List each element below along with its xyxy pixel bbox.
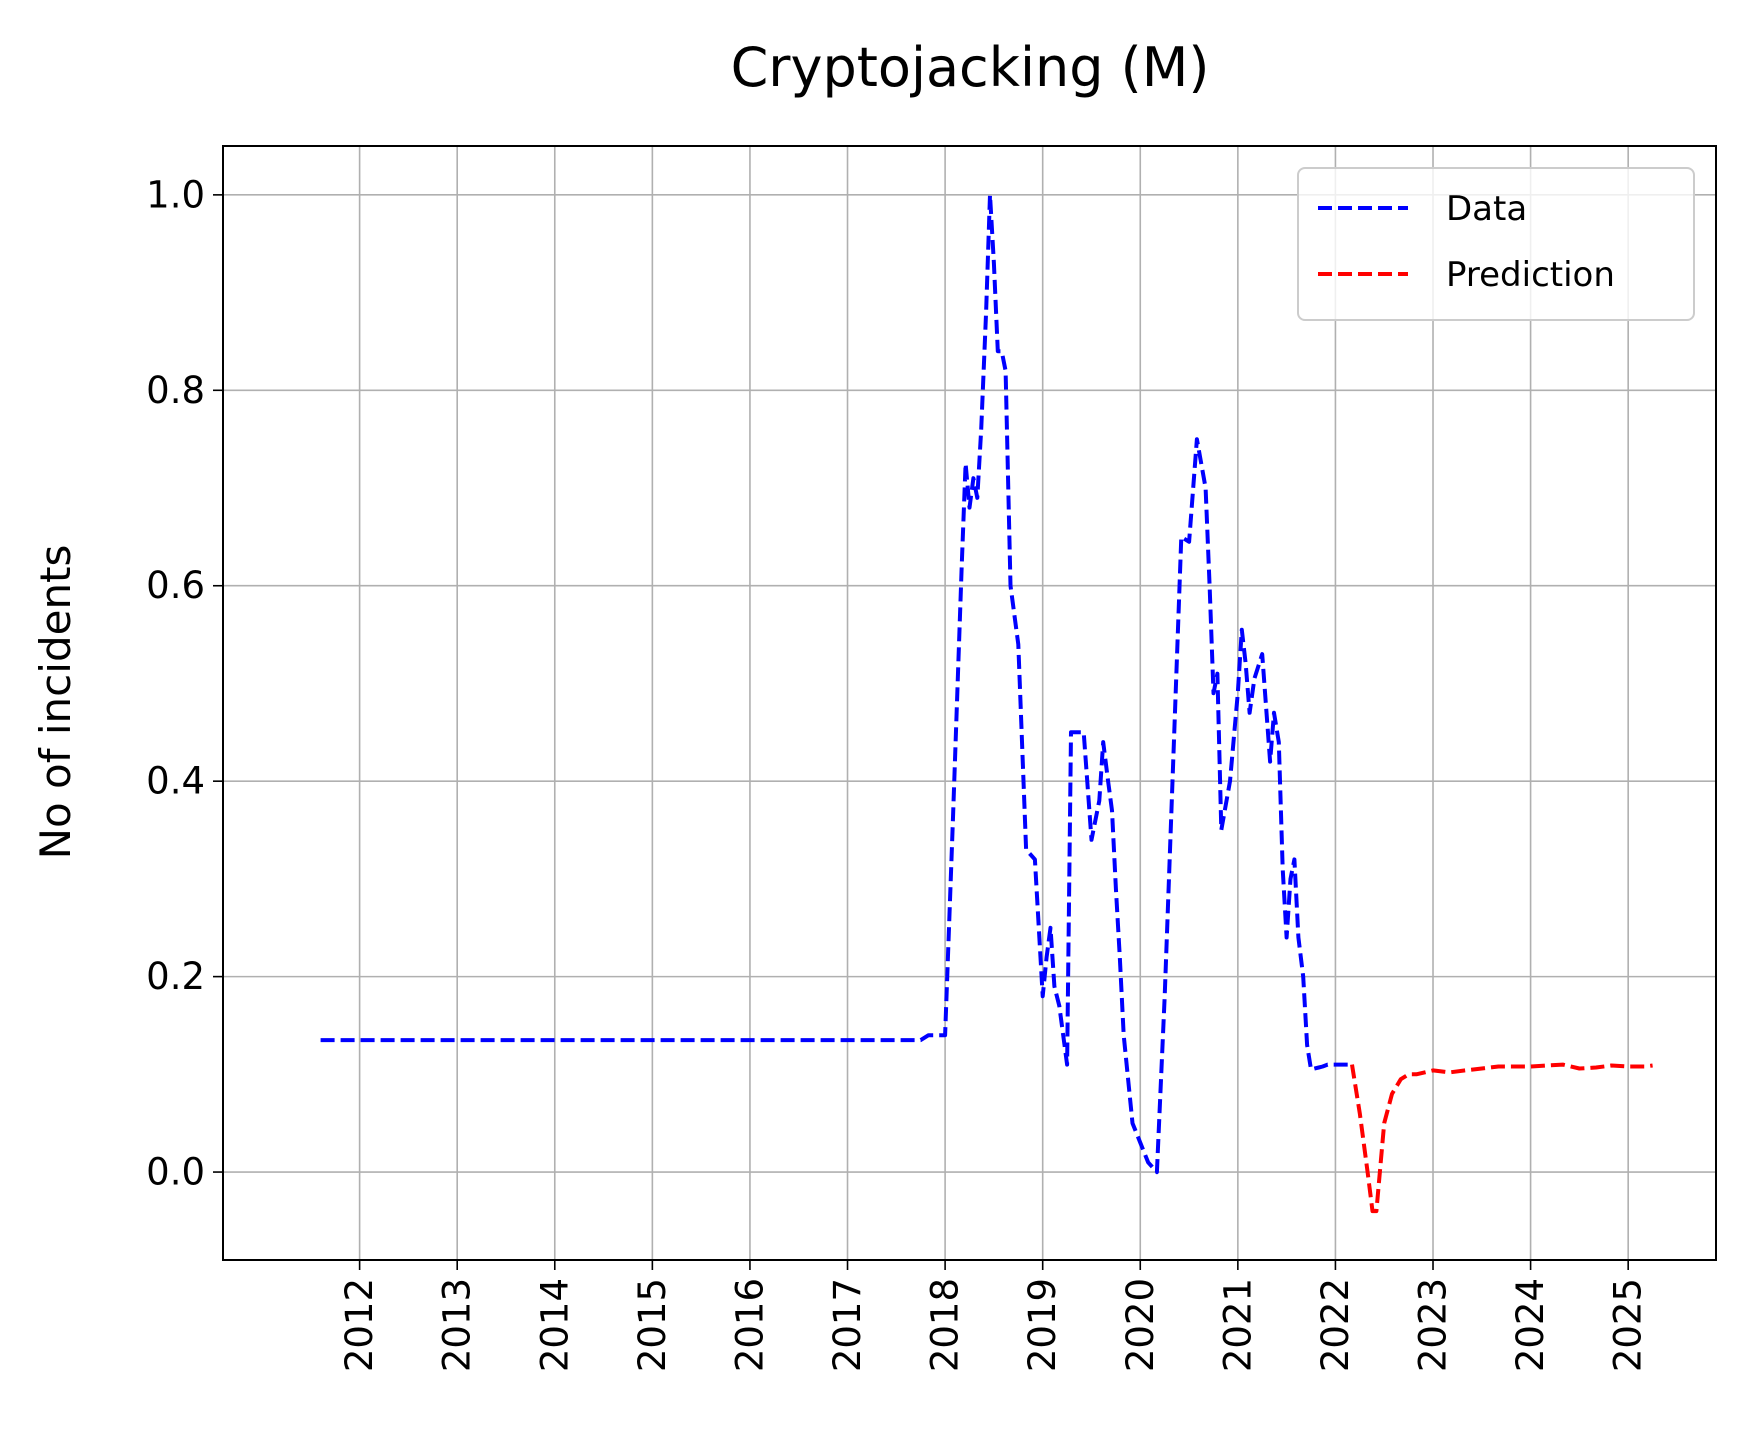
- y-tick-label: 0.2: [146, 955, 205, 998]
- y-tick-label: 0.4: [146, 760, 205, 803]
- x-tick-label: 2024: [1509, 1278, 1552, 1372]
- x-tick-label: 2022: [1314, 1278, 1357, 1372]
- y-tick-label: 0.6: [146, 564, 205, 607]
- x-tick-label: 2025: [1607, 1278, 1650, 1372]
- x-tick-label: 2013: [436, 1278, 479, 1372]
- x-tick-label: 2016: [728, 1278, 771, 1372]
- y-tick-label: 0.8: [146, 369, 205, 412]
- x-tick-label: 2015: [631, 1278, 674, 1372]
- legend: Data Prediction: [1297, 167, 1695, 321]
- chart-title: Cryptojacking (M): [731, 36, 1210, 99]
- x-tick-label: 2021: [1216, 1278, 1259, 1372]
- y-tick-label: 0.0: [146, 1151, 205, 1194]
- y-tick-label: 1.0: [146, 173, 205, 216]
- x-tick-label: 2014: [533, 1278, 576, 1372]
- x-tick-label: 2012: [338, 1278, 381, 1372]
- plot-frame: [222, 145, 1717, 1261]
- series-line-data: [320, 192, 1352, 1175]
- x-tick-label: 2017: [826, 1278, 869, 1372]
- legend-box: [1297, 167, 1695, 321]
- x-tick-label: 2018: [924, 1278, 967, 1372]
- x-tick-label: 2019: [1021, 1278, 1064, 1372]
- y-axis-label: No of incidents: [31, 545, 80, 860]
- x-tick-label: 2023: [1412, 1278, 1455, 1372]
- x-tick-label: 2020: [1119, 1278, 1162, 1372]
- series-lines: [320, 192, 1653, 1214]
- legend-label-data: Data: [1446, 189, 1527, 229]
- series-line-prediction: [1350, 1062, 1653, 1214]
- legend-label-prediction: Prediction: [1446, 255, 1615, 295]
- axis-ticks: 2012 2013 2014 2015 2016 2017 2018 2019 2020 2021…: [146, 173, 1650, 1372]
